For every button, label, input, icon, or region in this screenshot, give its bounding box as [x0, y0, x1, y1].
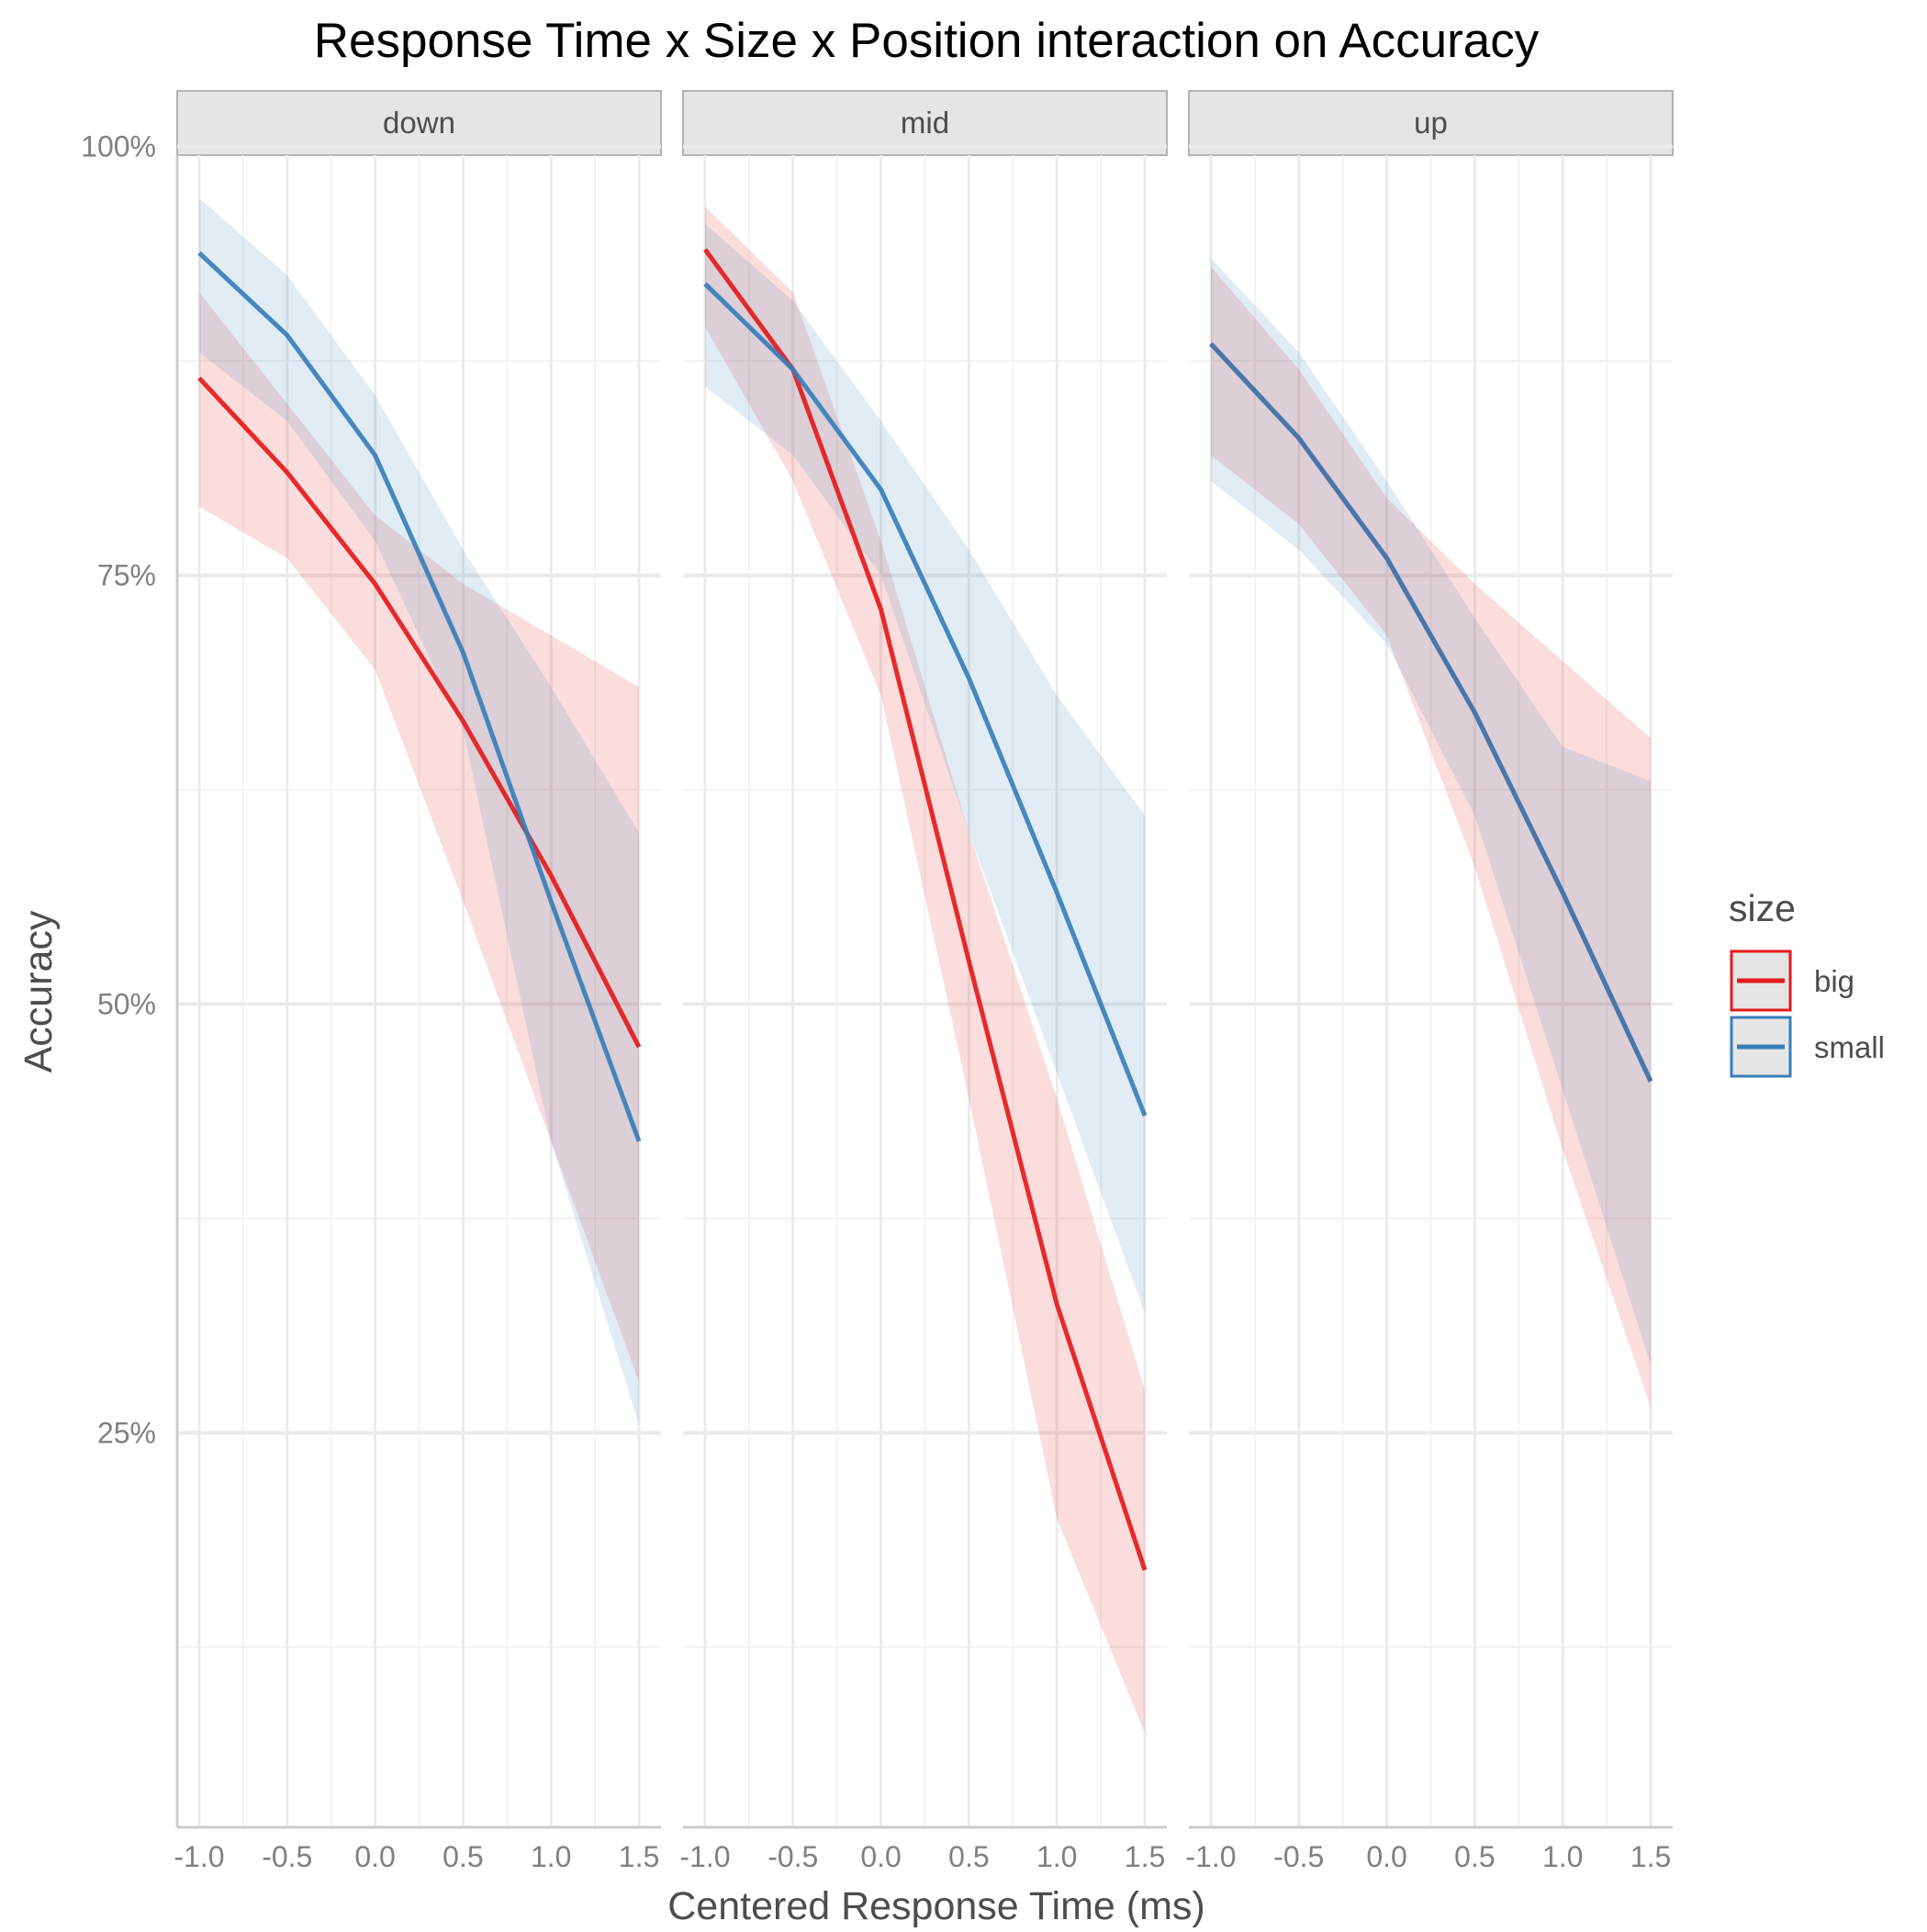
confidence-band-big	[1211, 266, 1651, 1408]
x-tick-label: 0.0	[1366, 1840, 1406, 1873]
x-tick-label: -0.5	[1273, 1840, 1324, 1873]
facet-strip	[682, 90, 1168, 156]
x-tick-label: -1.0	[1185, 1840, 1236, 1873]
y-tick-label: 75%	[97, 559, 156, 592]
series-line-small	[1209, 342, 1653, 1083]
y-axis-label: Accuracy	[17, 910, 61, 1073]
x-tick-label: 0.5	[1454, 1840, 1495, 1873]
facet-strip-label: up	[1414, 106, 1448, 140]
confidence-band-big	[199, 292, 639, 1382]
confidence-band-small	[1211, 258, 1651, 1365]
y-tick-label: 100%	[81, 130, 156, 163]
x-tick-label: 0.0	[354, 1840, 395, 1873]
x-tick-label: -1.0	[679, 1840, 730, 1873]
x-tick-label: 0.5	[443, 1840, 483, 1873]
legend-label-small: small	[1814, 1030, 1885, 1064]
x-tick-label: 1.5	[619, 1840, 659, 1873]
chart-title: Response Time x Size x Position interact…	[314, 14, 1540, 68]
series-line-small	[197, 251, 642, 1142]
confidence-band-small	[705, 223, 1145, 1313]
x-tick-label: 1.5	[1630, 1840, 1671, 1873]
facet-strip	[1188, 90, 1674, 156]
series-line-big	[197, 376, 642, 1049]
legend-label-big: big	[1814, 964, 1854, 998]
x-tick-label: 1.0	[531, 1840, 571, 1873]
facet-strip	[176, 90, 662, 156]
legend-title: size	[1729, 887, 1796, 929]
x-tick-label: 0.5	[948, 1840, 989, 1873]
x-tick-label: 1.0	[1542, 1840, 1583, 1873]
x-tick-label: -0.5	[262, 1840, 312, 1873]
y-tick-label: 25%	[97, 1416, 156, 1449]
x-tick-label: 1.5	[1125, 1840, 1165, 1873]
series-line-small	[703, 282, 1148, 1117]
x-tick-label: -0.5	[767, 1840, 818, 1873]
x-tick-label: 0.0	[860, 1840, 901, 1873]
facet-strip-label: mid	[901, 106, 949, 140]
confidence-band-small	[199, 197, 639, 1425]
x-tick-label: -1.0	[174, 1840, 224, 1873]
series-line-big	[702, 248, 1148, 1571]
confidence-band-big	[705, 207, 1145, 1734]
x-tick-label: 1.0	[1036, 1840, 1077, 1873]
y-tick-label: 50%	[97, 988, 156, 1021]
facet-strip-label: down	[383, 106, 455, 140]
x-axis-label: Centered Response Time (ms)	[667, 1884, 1205, 1927]
